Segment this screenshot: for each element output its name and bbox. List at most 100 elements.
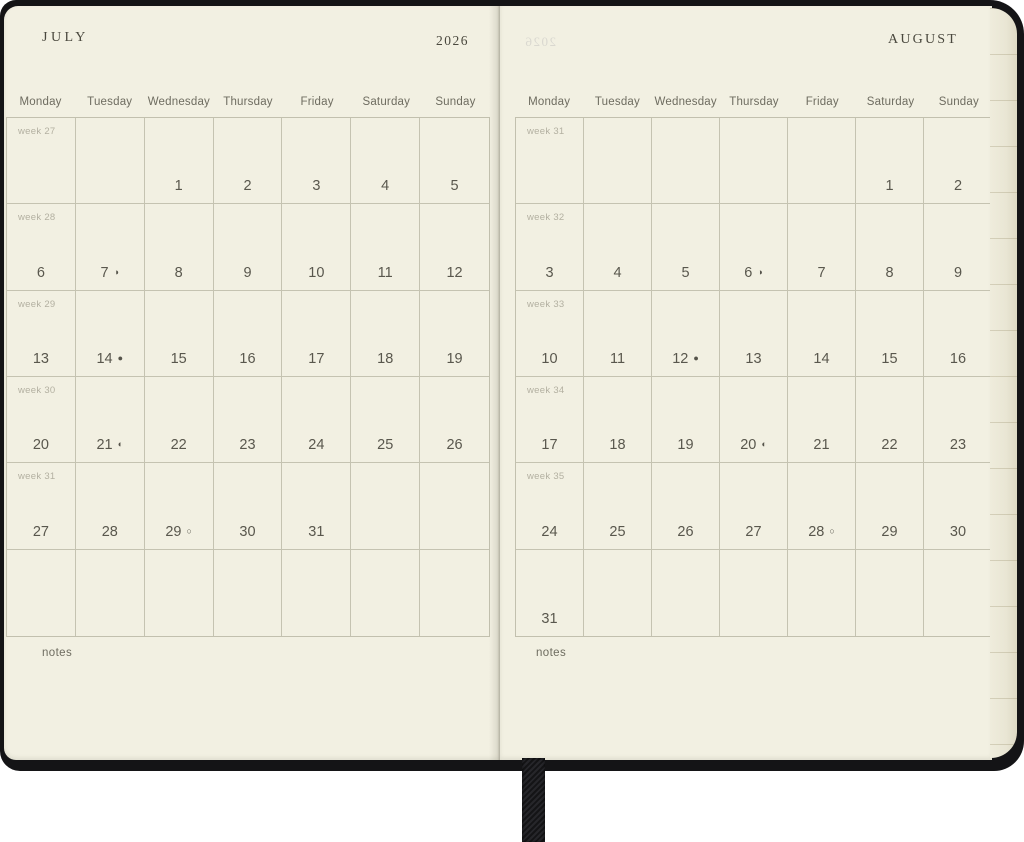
date-number: 17 (308, 351, 325, 367)
date-number: 5 (450, 178, 459, 195)
week-number-label: week 34 (527, 385, 565, 396)
last-quarter-moon-icon: ◑ (757, 266, 763, 277)
date-number: 28 ○ (808, 523, 835, 540)
date-number: 12 (446, 264, 463, 281)
day-header: Thursday (223, 96, 273, 108)
day-header: Tuesday (594, 96, 640, 108)
day-cell: 15 (856, 290, 924, 377)
day-cell: week 34 17 (516, 377, 584, 464)
date-number: 24 (308, 437, 325, 454)
last-quarter-moon-icon: ◑ (113, 266, 120, 277)
date-number: 18 (377, 351, 394, 367)
date-number: 4 (381, 178, 390, 195)
day-cell: 29 (856, 463, 924, 550)
day-cell (420, 550, 489, 636)
day-cell (584, 118, 652, 205)
calendar-grid-july: week 27 1 2 3 4 5 week 28 6 7 ◑ 8 9 10 11 12 week 29 13 1… (6, 117, 490, 637)
date-number: 31 (541, 611, 558, 627)
day-cell: 10 (282, 204, 352, 291)
day-cell: 4 (584, 204, 652, 291)
day-header: Sunday (938, 96, 979, 108)
full-moon-moon-icon: ○ (829, 525, 835, 536)
date-number: 25 (377, 437, 394, 454)
date-number: 28 (101, 523, 118, 540)
day-header: Friday (805, 96, 839, 108)
week-number-label: week 31 (527, 126, 565, 137)
day-cell: 18 (351, 290, 421, 377)
date-number: 8 (885, 264, 894, 281)
day-cell: 25 (584, 463, 652, 550)
day-cell: 4 (351, 118, 421, 205)
day-cell: 31 (516, 549, 584, 636)
day-cell: 5 (652, 204, 720, 291)
day-cell: 27 (720, 463, 788, 550)
date-number: 20 ◐ (740, 437, 767, 454)
week-number-label: week 31 (18, 471, 56, 483)
first-quarter-moon-icon: ◐ (117, 439, 124, 450)
day-cell (76, 549, 145, 636)
day-cell: week 35 24 (516, 463, 584, 550)
date-number: 10 (308, 264, 325, 281)
day-cell: week 28 6 (7, 204, 76, 291)
date-number: 27 (745, 523, 762, 540)
day-cell: 2 (924, 118, 992, 205)
day-cell: week 32 3 (516, 204, 584, 291)
day-cell: 23 (213, 377, 283, 464)
first-quarter-moon-icon: ◐ (761, 439, 767, 450)
day-cell: 12 (420, 204, 489, 291)
day-cell: 6 ◑ (720, 204, 788, 291)
ribbon-bookmark-icon (522, 758, 545, 842)
day-cell: 18 (584, 377, 652, 464)
day-cell: 2 (213, 118, 283, 205)
day-cell: 15 (144, 290, 214, 377)
day-header: Monday (528, 96, 571, 108)
day-header: Thursday (729, 96, 779, 108)
day-cell: week 31 (516, 118, 584, 205)
date-number: 22 (881, 437, 898, 454)
day-cell: 31 (282, 463, 352, 550)
date-number: 1 (885, 178, 894, 195)
day-cell: 26 (420, 377, 489, 464)
date-number: 11 (377, 264, 393, 281)
day-header: Saturday (362, 96, 411, 108)
day-header: Saturday (866, 96, 915, 108)
day-cell: 1 (856, 118, 924, 205)
day-cell (351, 549, 421, 636)
day-cell: 22 (144, 377, 214, 464)
date-number: 3 (312, 178, 321, 195)
day-cell (145, 549, 214, 636)
new-moon-moon-icon: ● (693, 353, 699, 363)
day-cell: 23 (924, 377, 992, 464)
day-cell (75, 118, 145, 205)
day-cell: 5 (420, 118, 489, 205)
day-cell: 19 (652, 377, 720, 464)
date-number: 23 (239, 437, 256, 454)
notes-label-july: notes (42, 647, 73, 659)
date-number: 19 (446, 351, 463, 367)
day-cell: 25 (351, 377, 421, 464)
date-number: 7 ◑ (100, 264, 120, 281)
date-number: 8 (174, 264, 183, 281)
date-number: 24 (541, 523, 558, 540)
date-number: 21 ◐ (96, 437, 124, 454)
date-number: 5 (681, 264, 690, 281)
day-cell: week 29 13 (7, 290, 76, 377)
day-header: Wednesday (147, 96, 211, 108)
week-number-label: week 27 (18, 126, 56, 137)
date-number: 7 (817, 264, 826, 281)
month-title-august: AUGUST (888, 32, 958, 47)
date-number: 1 (174, 178, 183, 195)
day-cell (420, 463, 489, 550)
day-cell: 1 (144, 118, 214, 205)
day-headers-august: Monday Tuesday Wednesday Thursday Friday Satu… (515, 96, 993, 113)
date-number: 14 (813, 351, 830, 367)
date-number: 11 (609, 351, 626, 367)
day-cell: 9 (213, 204, 283, 291)
date-number: 9 (953, 264, 963, 281)
day-cell: 8 (144, 204, 214, 291)
day-cell: 11 (351, 204, 421, 291)
date-number: 15 (170, 351, 187, 367)
date-number: 23 (949, 437, 967, 454)
day-headers-july: Monday Tuesday Wednesday Thursday Friday Satu… (6, 96, 490, 113)
day-cell: 12 ● (652, 290, 720, 377)
